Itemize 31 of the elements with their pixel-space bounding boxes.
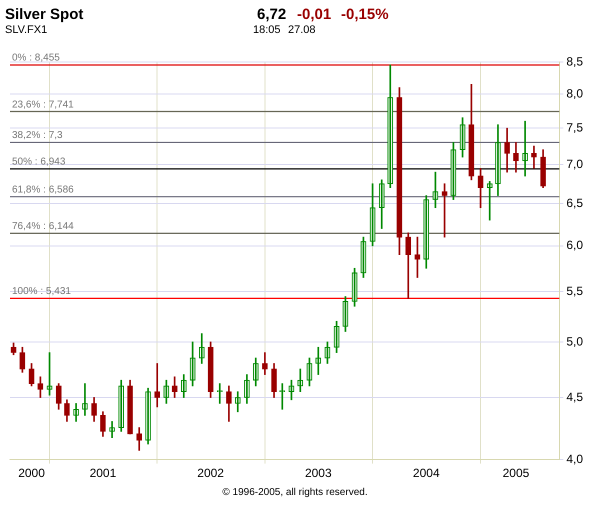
y-tick-label: 7,5 <box>566 120 584 134</box>
text: -0,01 <box>297 6 332 23</box>
ref-line-label: 38,2% : 7,3 <box>12 130 64 142</box>
ref-line-label: 50% : 6,943 <box>12 156 66 168</box>
y-tick-label: 5,5 <box>566 284 584 298</box>
ref-line-label: 100% : 5,431 <box>12 286 72 298</box>
ref-line-label: 23,6% : 7,741 <box>12 99 74 110</box>
ref-line-label: 0% : 8,455 <box>12 52 60 64</box>
y-tick-label: 4,0 <box>566 452 584 466</box>
chart-title: Silver Spot <box>5 6 84 23</box>
x-tick-label: 2002 <box>197 466 224 480</box>
y-tick-label: 8,5 <box>566 54 584 69</box>
ref-line-label: 76,4% : 6,144 <box>12 221 74 232</box>
y-tick-label: 5,0 <box>566 334 584 348</box>
chart-subtitle: SLV.FX1 <box>5 24 48 36</box>
y-tick-label: 6,0 <box>566 238 584 252</box>
text: © 1996-2005, all rights reserved. <box>221 487 369 498</box>
ref-line-label: 61,8% : 6,586 <box>12 184 74 196</box>
y-tick-label: 8,0 <box>566 86 584 100</box>
x-tick-label: 2000 <box>18 466 46 480</box>
y-tick-label: 6,5 <box>566 196 584 210</box>
x-tick-label: 2005 <box>502 466 530 480</box>
x-tick-label: 2001 <box>90 466 117 480</box>
x-tick-label: 2004 <box>412 466 440 480</box>
text: 18:05 <box>253 24 281 36</box>
text: -0,15% <box>341 6 389 23</box>
text: 27.08 <box>288 24 316 36</box>
text: 6,72 <box>257 6 286 23</box>
y-tick-label: 7,0 <box>566 156 584 171</box>
y-tick-label: 4,5 <box>566 390 584 404</box>
x-tick-label: 2003 <box>304 466 332 480</box>
